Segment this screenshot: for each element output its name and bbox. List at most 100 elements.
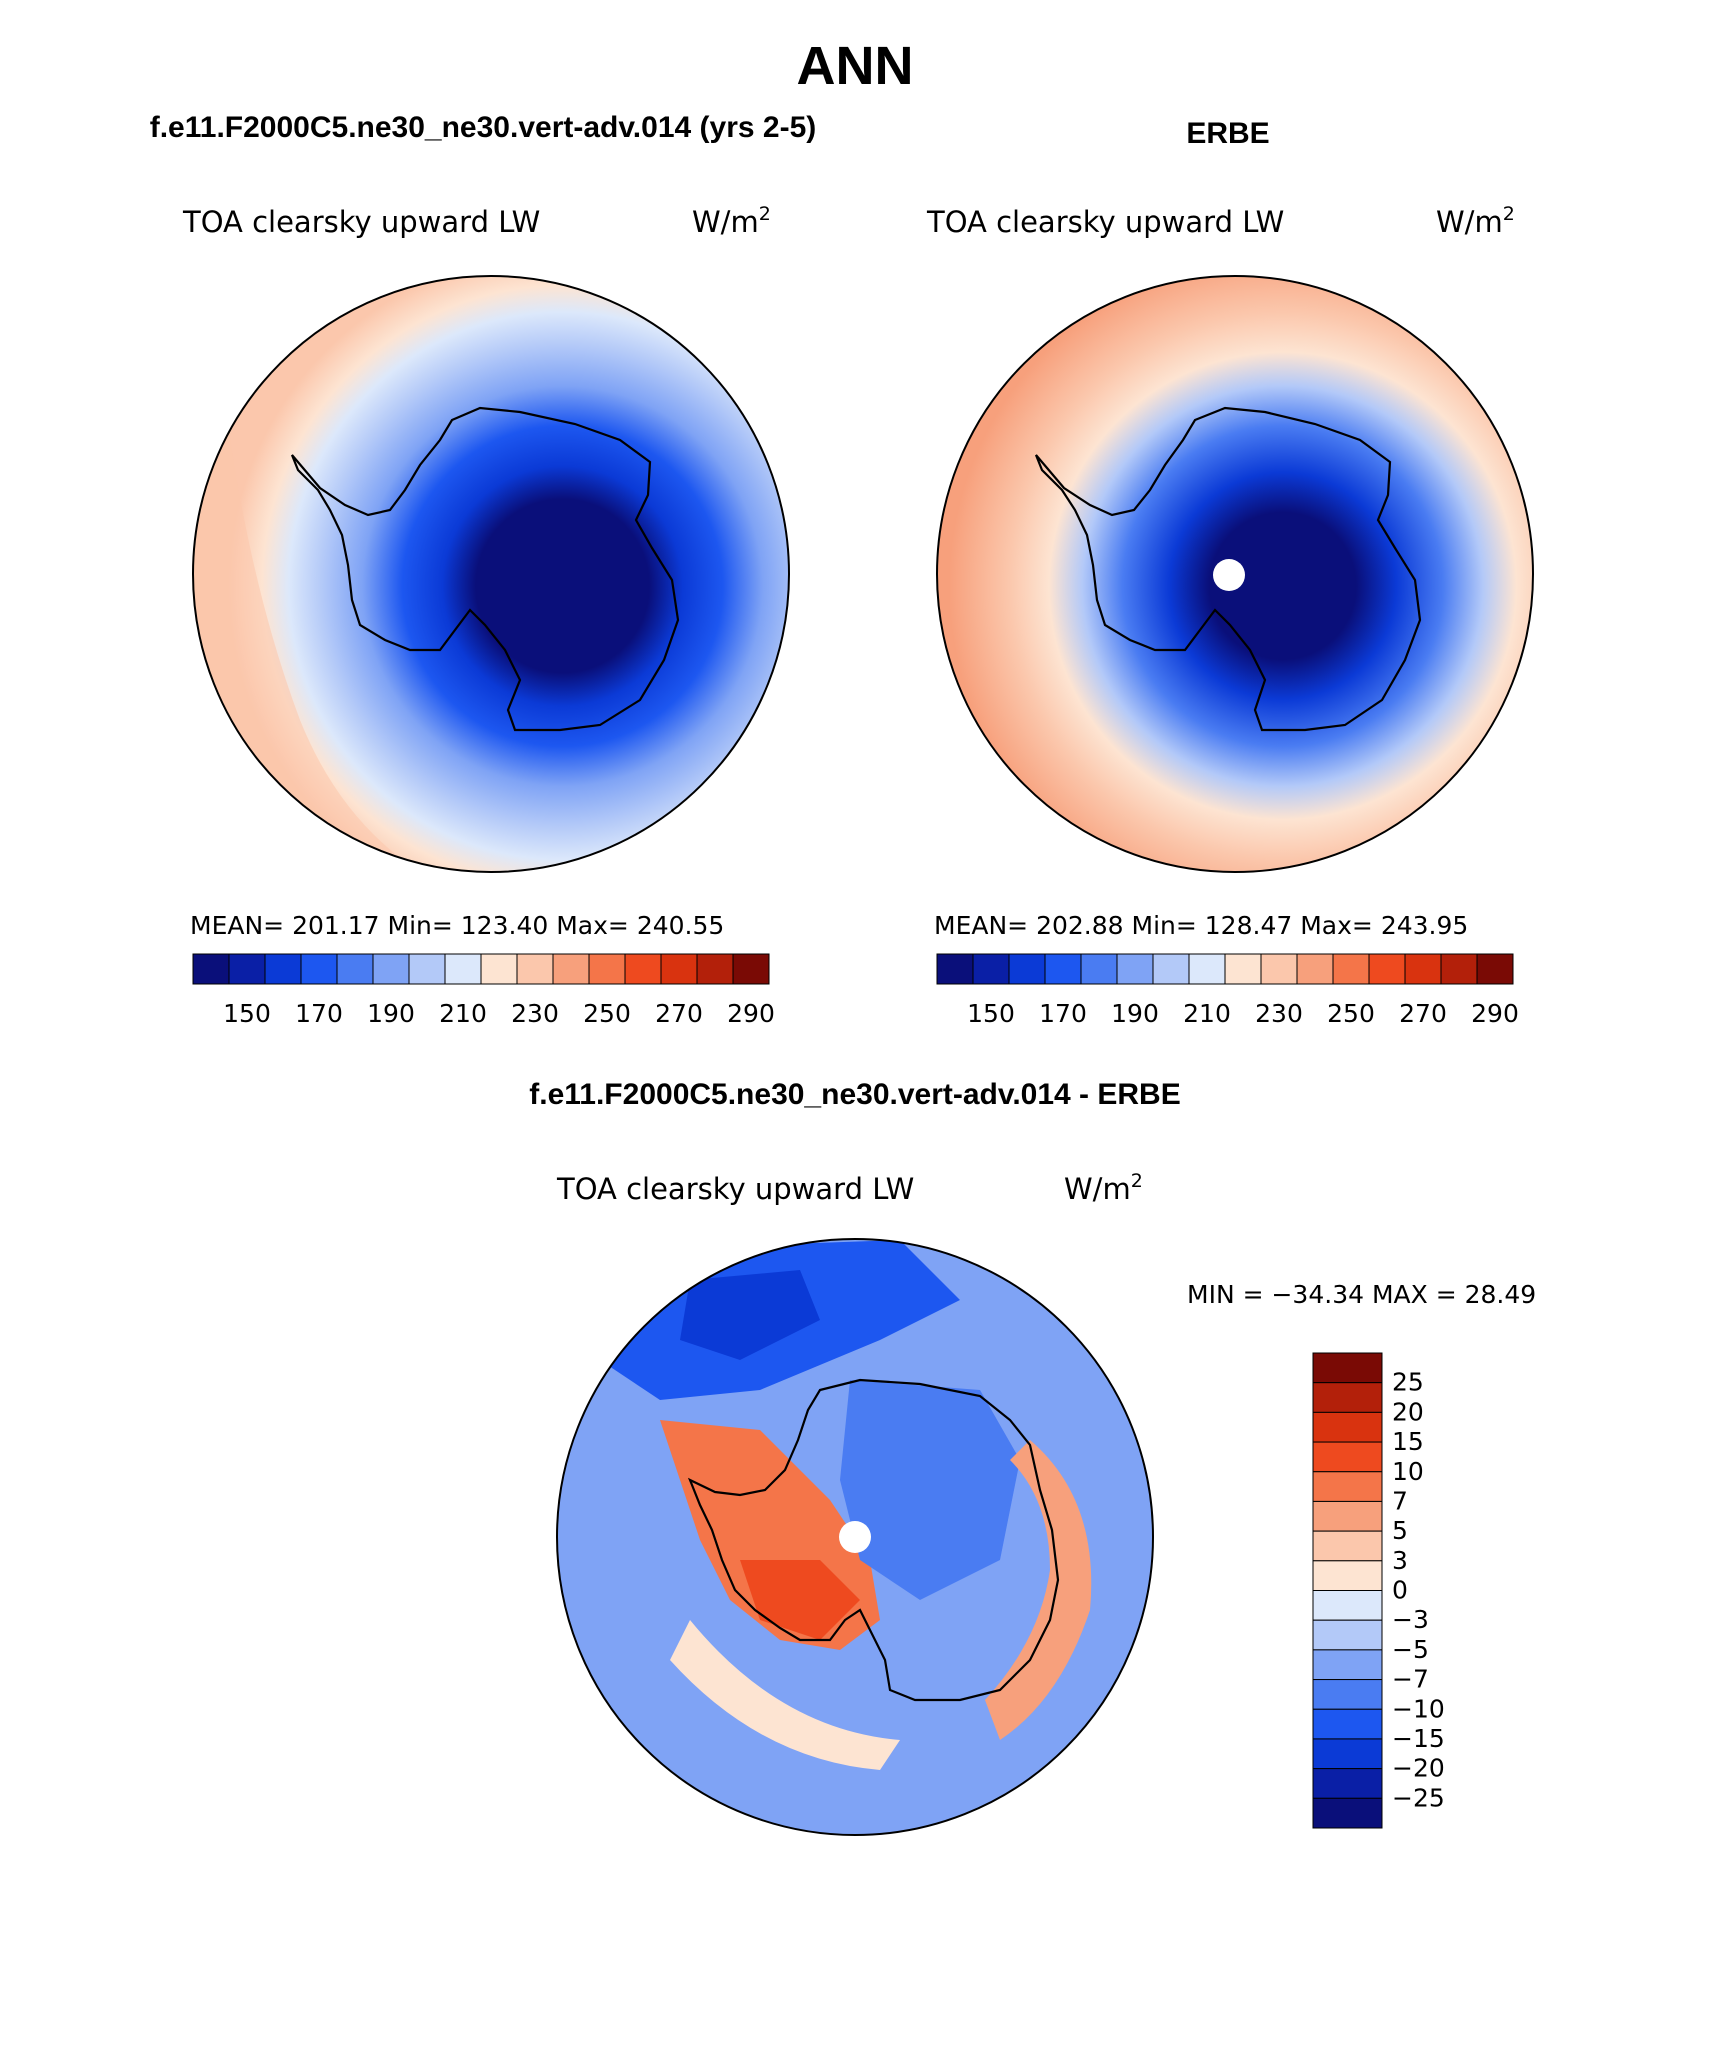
colorbar-tick-label: 7 — [1392, 1486, 1408, 1515]
units-label: W/m2 — [1436, 203, 1515, 239]
missing-data-pole — [1213, 559, 1245, 591]
colorbar-tick-label: 190 — [367, 999, 415, 1028]
colorbar-swatch — [1008, 953, 1046, 985]
colorbar: 150 170 190 210 230 250 270 290 — [936, 953, 1519, 1028]
colorbar-tick-label: 150 — [967, 999, 1015, 1028]
colorbar-swatch — [192, 953, 230, 985]
colorbar-swatch — [1312, 1768, 1383, 1799]
colorbar-tick-label: 230 — [511, 999, 559, 1028]
colorbar-swatch — [1368, 953, 1406, 985]
colorbar-tick-label: 0 — [1392, 1576, 1408, 1605]
panel-header: f.e11.F2000C5.ne30_ne30.vert-adv.014 - E… — [529, 1078, 1180, 1111]
colorbar-tick-label: 20 — [1392, 1397, 1424, 1426]
colorbar-swatch — [1332, 953, 1370, 985]
colorbar-swatch — [1440, 953, 1478, 985]
page-title: ANN — [797, 36, 914, 96]
colorbar-swatch — [1312, 1382, 1383, 1413]
colorbar-swatch — [1312, 1352, 1383, 1384]
colorbar-swatch — [1080, 953, 1118, 985]
colorbar-swatch — [1312, 1797, 1383, 1829]
stats-line: MEAN= 202.88 Min= 128.47 Max= 243.95 — [934, 911, 1468, 940]
polar-map — [192, 275, 790, 873]
colorbar-swatch — [516, 953, 554, 985]
colorbar-tick-label: 150 — [223, 999, 271, 1028]
colorbar-tick-label: −3 — [1392, 1605, 1429, 1634]
colorbar-swatch — [1312, 1619, 1383, 1651]
colorbar-tick-label: 250 — [1327, 999, 1375, 1028]
colorbar-swatch — [444, 953, 482, 985]
colorbar-tick-label: −15 — [1392, 1724, 1445, 1753]
colorbar-swatch — [300, 953, 338, 985]
colorbar: 150 170 190 210 230 250 270 290 — [192, 953, 775, 1028]
colorbar-swatch — [624, 953, 662, 985]
antarctica-coastline — [290, 406, 680, 732]
colorbar-tick-label: 270 — [1399, 999, 1447, 1028]
colorbar-tick-label: 250 — [583, 999, 631, 1028]
polar-map — [936, 275, 1534, 873]
polar-map — [556, 1238, 1154, 1836]
colorbar-swatch — [1476, 953, 1514, 985]
colorbar-tick-label: −5 — [1392, 1635, 1429, 1664]
colorbar-tick-label: 25 — [1392, 1368, 1424, 1397]
colorbar-tick-label: 290 — [727, 999, 775, 1028]
colorbar-swatch — [972, 953, 1010, 985]
map-field-negative-core — [680, 1270, 820, 1360]
variable-title: TOA clearsky upward LW — [926, 205, 1284, 239]
panel-header: ERBE — [1186, 117, 1269, 150]
map-boundary — [556, 1238, 1154, 1836]
colorbar-swatch — [228, 953, 266, 985]
colorbar-swatch — [552, 953, 590, 985]
colorbar-swatch — [1116, 953, 1154, 985]
colorbar-tick-label: 170 — [295, 999, 343, 1028]
missing-data-pole — [839, 1521, 871, 1553]
colorbar-tick-label: 170 — [1039, 999, 1087, 1028]
map-field-neutral-ring — [670, 1620, 900, 1770]
colorbar-swatch — [660, 953, 698, 985]
colorbar-tick-label: 210 — [1183, 999, 1231, 1028]
colorbar-swatch — [1312, 1560, 1383, 1591]
colorbar-tick-label: 270 — [655, 999, 703, 1028]
min-max-label: MIN = −34.34 MAX = 28.49 — [1187, 1280, 1536, 1309]
colorbar-tick-label: 15 — [1392, 1427, 1424, 1456]
map-field-positive-east — [985, 1440, 1092, 1740]
colorbar-swatch — [732, 953, 770, 985]
colorbar-swatch — [1312, 1441, 1383, 1473]
colorbar-swatch — [480, 953, 518, 985]
antarctica-coastline — [1034, 406, 1422, 732]
colorbar-swatch — [1224, 953, 1262, 985]
panel-model: f.e11.F2000C5.ne30_ne30.vert-adv.014 (yr… — [150, 111, 817, 1028]
colorbar-swatch — [696, 953, 734, 985]
colorbar-swatch — [1312, 1679, 1383, 1710]
colorbar-swatch — [408, 953, 446, 985]
stats-line: MEAN= 201.17 Min= 123.40 Max= 240.55 — [190, 911, 724, 940]
colorbar-tick-label: 10 — [1392, 1457, 1424, 1486]
colorbar-swatch — [372, 953, 410, 985]
colorbar-tick-label: 230 — [1255, 999, 1303, 1028]
colorbar-swatch — [1152, 953, 1190, 985]
variable-title: TOA clearsky upward LW — [556, 1172, 914, 1206]
colorbar-swatch — [1188, 953, 1226, 985]
colorbar-tick-label: 210 — [439, 999, 487, 1028]
map-boundary — [936, 275, 1534, 873]
colorbar-swatch — [1312, 1649, 1383, 1681]
colorbar-swatch — [1260, 953, 1298, 985]
colorbar-swatch — [1312, 1530, 1383, 1562]
colorbar-swatch — [1312, 1708, 1383, 1740]
units-label: W/m2 — [692, 203, 771, 239]
colorbar-tick-label: −10 — [1392, 1694, 1445, 1723]
colorbar-swatch — [264, 953, 302, 985]
variable-title: TOA clearsky upward LW — [182, 205, 540, 239]
panel-header: f.e11.F2000C5.ne30_ne30.vert-adv.014 (yr… — [150, 111, 817, 144]
colorbar-tick-label: 3 — [1392, 1546, 1408, 1575]
colorbar-swatch — [588, 953, 626, 985]
colorbar-tick-label: 190 — [1111, 999, 1159, 1028]
antarctica-coastline — [687, 1378, 1060, 1702]
colorbar-swatch — [1312, 1471, 1383, 1502]
map-field-band — [193, 300, 420, 872]
colorbar-swatch — [1404, 953, 1442, 985]
units-label: W/m2 — [1064, 1170, 1143, 1206]
colorbar-swatch — [1044, 953, 1082, 985]
